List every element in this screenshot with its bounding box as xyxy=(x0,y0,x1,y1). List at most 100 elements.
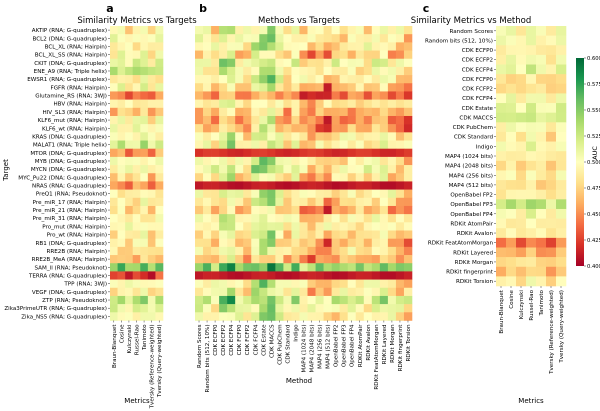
heatmap-b-cell xyxy=(299,156,308,166)
heatmap-a-cell xyxy=(147,279,156,289)
heatmap-b-cell xyxy=(283,189,292,199)
heatmap-b-cell xyxy=(203,287,212,297)
metric-x-c-label: Tversky (Query-weighted) xyxy=(559,290,565,364)
heatmap-c-cell xyxy=(496,160,507,171)
heatmap-b-cell xyxy=(403,75,413,84)
heatmap-c-cell xyxy=(556,131,567,142)
heatmap-b-cell xyxy=(339,173,349,182)
heatmap-b-cell xyxy=(211,140,220,149)
heatmap-b-cell xyxy=(251,304,260,313)
heatmap-a-cell xyxy=(125,287,134,297)
heatmap-b-cell xyxy=(283,205,292,215)
method-x-label: CDK Estate xyxy=(261,324,267,356)
heatmap-c-cell xyxy=(496,208,507,219)
heatmap-a-cell xyxy=(140,165,149,174)
heatmap-b-cell xyxy=(227,42,236,51)
heatmap-b-cell xyxy=(339,255,349,264)
heatmap-b-cell xyxy=(291,312,300,321)
heatmap-a-cell xyxy=(140,295,149,305)
heatmap-b-cell xyxy=(211,271,220,280)
heatmap-a-cell xyxy=(140,287,149,297)
heatmap-b-cell xyxy=(203,222,212,231)
heatmap-b-cell xyxy=(291,263,300,272)
heatmap-a-cell xyxy=(110,222,118,231)
heatmap-b-cell xyxy=(235,255,244,264)
heatmap-b-cell xyxy=(363,26,373,35)
heatmap-b-cell xyxy=(195,66,204,76)
heatmap-b-cell xyxy=(395,26,405,35)
heatmap-a-cell xyxy=(147,83,156,92)
heatmap-b-cell xyxy=(267,50,276,60)
heatmap-b-cell xyxy=(379,246,389,256)
target-label: EWSR1 (RNA; G-quadruplex) xyxy=(27,77,107,83)
heatmap-c-cell xyxy=(536,170,547,181)
target-label: MYCN (DNA; G-quadruplex) xyxy=(31,167,107,173)
heatmap-b-cell xyxy=(211,34,220,43)
heatmap-b-cell xyxy=(339,304,349,313)
heatmap-c-cell xyxy=(526,208,537,219)
heatmap-b-cell xyxy=(227,189,236,199)
heatmap-b-cell xyxy=(371,140,381,149)
heatmap-b-cell xyxy=(371,75,381,84)
heatmap-b-cell xyxy=(379,140,389,149)
heatmap-b-cell xyxy=(339,66,349,76)
heatmap-a-cell xyxy=(117,230,126,239)
heatmap-b-cell xyxy=(355,255,365,264)
heatmap-b-cell xyxy=(219,42,228,51)
heatmap-c-cell xyxy=(506,160,517,171)
heatmap-b-cell xyxy=(219,66,228,76)
heatmap-b-cell xyxy=(219,107,228,117)
heatmap-b-cell xyxy=(387,263,397,272)
heatmap-a-cell xyxy=(140,140,149,149)
heatmap-c-cell xyxy=(536,93,547,104)
heatmap-b-cell xyxy=(371,255,381,264)
heatmap-b-cell xyxy=(339,42,349,51)
heatmap-b-cell xyxy=(275,189,284,199)
heatmap-b-cell xyxy=(371,271,381,280)
heatmap-b-cell xyxy=(379,132,389,141)
heatmap-b-cell xyxy=(379,165,389,174)
heatmap-b-cell xyxy=(267,66,276,76)
heatmap-b-cell xyxy=(363,271,373,280)
heatmap-b-cell xyxy=(387,165,397,174)
heatmap-a-cell xyxy=(125,115,134,125)
heatmap-c-cell xyxy=(536,247,547,258)
heatmap-b-cell xyxy=(307,205,316,215)
heatmap-b-cell xyxy=(243,50,252,60)
heatmap-b-cell xyxy=(339,222,349,231)
heatmap-a-cell xyxy=(110,50,118,60)
heatmap-b-cell xyxy=(275,132,284,141)
heatmap-c-cell xyxy=(556,228,567,239)
heatmap-a-cell xyxy=(132,99,141,109)
heatmap-a-cell xyxy=(147,304,156,313)
colorbar-tick-label: 0.400 xyxy=(587,264,600,270)
heatmap-b-cell xyxy=(307,99,316,109)
heatmap-b-cell xyxy=(347,156,357,166)
heatmap-a-cell xyxy=(117,279,126,289)
heatmap-b-cell xyxy=(291,148,300,158)
heatmap-c-cell xyxy=(496,189,507,200)
heatmap-b-cell xyxy=(267,140,276,149)
heatmap-b-cell xyxy=(251,197,260,207)
heatmap-b-cell xyxy=(195,91,204,100)
heatmap-b-cell xyxy=(339,197,349,207)
heatmap-b-cell xyxy=(243,238,252,248)
heatmap-a-cell xyxy=(147,50,156,60)
heatmap-b-cell xyxy=(395,124,405,133)
heatmap-b-cell xyxy=(395,279,405,289)
method-x-label: CDK ECFP0 xyxy=(213,324,219,356)
heatmap-a-cell xyxy=(125,50,134,60)
method-x-label: RDKit Avalon xyxy=(366,324,372,361)
heatmap-b-cell xyxy=(371,107,381,117)
heatmap-b-cell xyxy=(243,165,252,174)
heatmap-c-cell xyxy=(506,122,517,133)
heatmap-b-cell xyxy=(379,214,389,223)
heatmap-c-cell xyxy=(546,266,557,277)
heatmap-b-cell xyxy=(283,263,292,272)
heatmap-c-cell xyxy=(536,228,547,239)
heatmap-b-cell xyxy=(355,287,365,297)
target-label: BCL_XL (RNA; Hairpin) xyxy=(45,44,107,50)
heatmap-b-cell xyxy=(323,173,332,182)
heatmap-b-cell xyxy=(291,107,300,117)
heatmap-c-cell xyxy=(556,64,567,75)
